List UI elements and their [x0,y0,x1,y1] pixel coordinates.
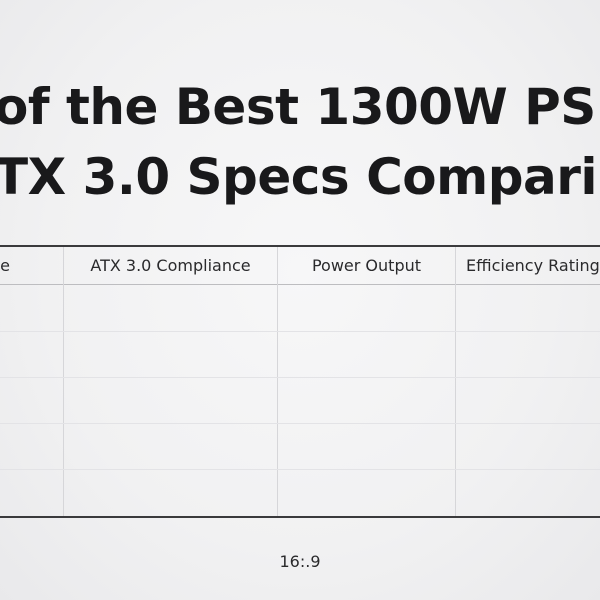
title-line-1: of the Best 1300W PSU 2 [0,78,594,136]
aspect-ratio-label: 16:.9 [279,552,321,571]
comparison-table: ne ATX 3.0 Compliance Power Output Effic… [0,245,600,518]
row-divider [0,331,600,332]
column-header-name: ne [0,256,10,275]
column-divider [455,247,456,516]
table-header-rule [0,284,600,285]
table-bottom-rule [0,516,600,518]
column-header-efficiency-rating: Efficiency Rating [466,256,600,275]
row-divider [0,377,600,378]
column-divider [277,247,278,516]
column-header-power-output: Power Output [311,256,422,275]
column-divider [63,247,64,516]
column-header-atx-compliance: ATX 3.0 Compliance [90,256,251,275]
row-divider [0,469,600,470]
table-top-rule [0,245,600,247]
title-line-2: TX 3.0 Specs Compariso [0,148,594,206]
row-divider [0,423,600,424]
